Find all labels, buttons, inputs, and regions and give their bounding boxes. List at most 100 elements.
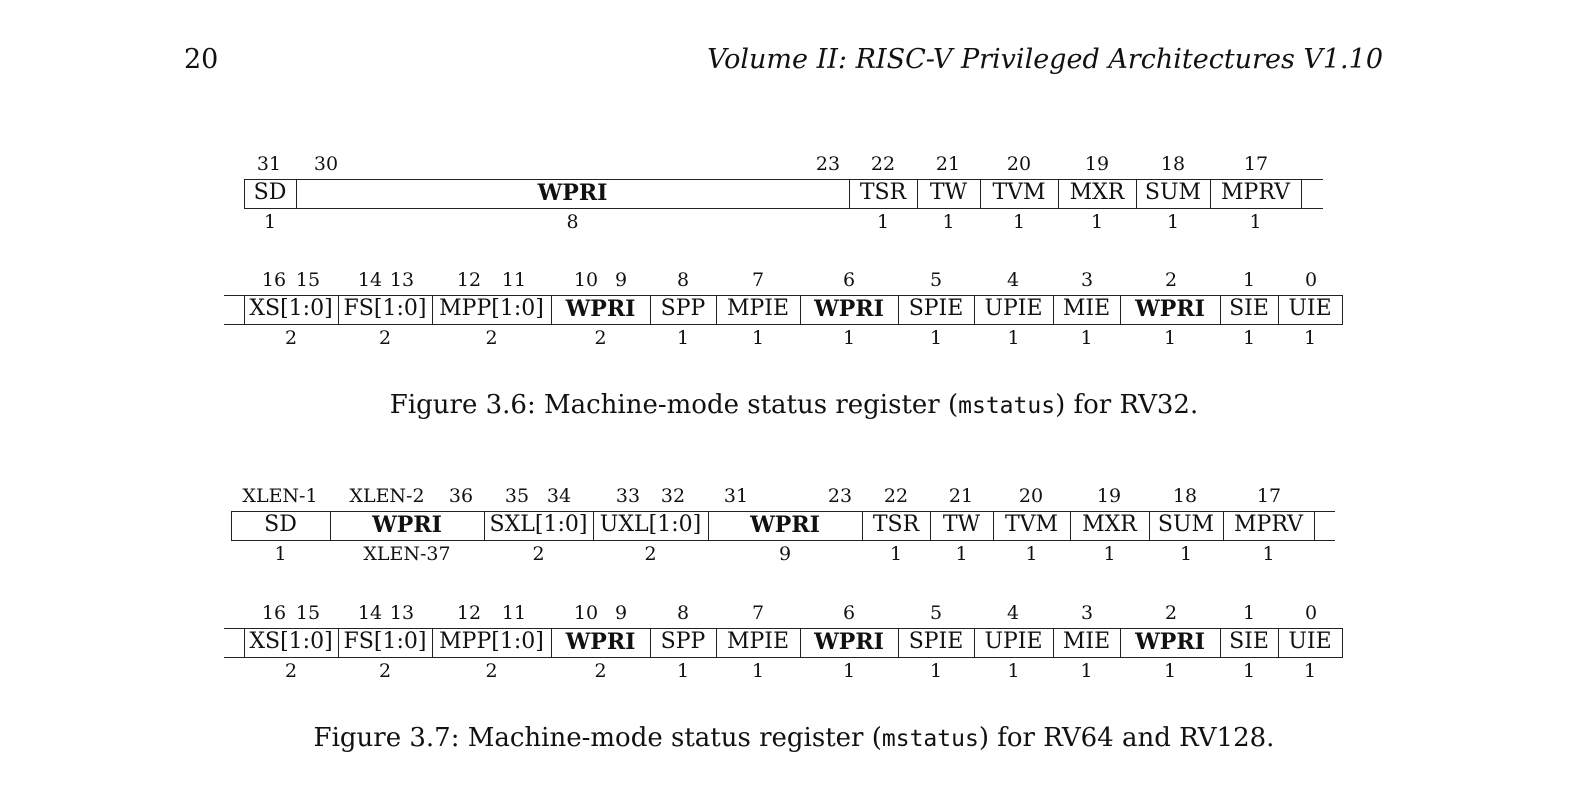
field-name: TVM (992, 180, 1046, 205)
field-divider (650, 295, 651, 325)
bit-number: 36 (448, 485, 474, 507)
field-width: 2 (378, 660, 392, 682)
field-divider (1058, 179, 1059, 209)
field-name: SIE (1229, 296, 1269, 321)
bit-number: 30 (313, 153, 339, 175)
field-divider (650, 628, 651, 658)
caption-text: Figure 3.6: Machine-mode status register… (389, 390, 959, 420)
field-width: 1 (1012, 211, 1026, 233)
field-divider (974, 628, 975, 658)
field-width: 2 (644, 543, 657, 565)
field-divider (1053, 295, 1054, 325)
field-name: SD (253, 180, 287, 205)
field-divider (993, 511, 994, 541)
field-divider (296, 179, 297, 209)
field-width: 1 (263, 211, 277, 233)
field-divider (1120, 628, 1121, 658)
bit-number: 7 (751, 602, 765, 624)
bit-number: 19 (1096, 485, 1122, 507)
field-name: WPRI (814, 629, 884, 655)
field-divider (898, 628, 899, 658)
bit-number: 21 (935, 153, 961, 175)
bit-number: 14 (357, 269, 383, 291)
field-width: 2 (594, 327, 607, 349)
field-name: SPIE (908, 296, 964, 321)
field-divider (244, 179, 245, 209)
field-divider (244, 628, 245, 658)
figure-3-7-caption: Figure 3.7: Machine-mode status register… (0, 723, 1588, 753)
bit-number: 22 (870, 153, 896, 175)
field-width: 2 (594, 660, 607, 682)
bit-number: 18 (1160, 153, 1186, 175)
field-name: TW (929, 180, 968, 205)
page-number: 20 (184, 44, 219, 75)
field-divider (1223, 511, 1224, 541)
bit-number: 20 (1018, 485, 1044, 507)
field-divider (1342, 295, 1343, 325)
field-name: SPIE (908, 629, 964, 654)
field-name: MPRV (1234, 512, 1303, 537)
field-name: UPIE (984, 296, 1043, 321)
field-divider (1278, 628, 1279, 658)
field-divider (338, 628, 339, 658)
field-divider (432, 628, 433, 658)
bit-number: 12 (456, 602, 482, 624)
field-name: SPP (660, 296, 706, 321)
bit-number: 17 (1243, 153, 1269, 175)
bit-number: 23 (827, 485, 853, 507)
field-width: 1 (1249, 211, 1262, 233)
field-width: 1 (1007, 660, 1020, 682)
bit-number: 7 (751, 269, 765, 291)
field-name: MPIE (726, 629, 790, 654)
field-divider (1149, 511, 1150, 541)
field-name: MPIE (726, 296, 790, 321)
field-name: SUM (1157, 512, 1215, 537)
field-width: 1 (1080, 660, 1093, 682)
field-name: MXR (1082, 512, 1137, 537)
field-name: WPRI (372, 512, 442, 538)
field-width: 9 (778, 543, 792, 565)
bit-number: 5 (929, 602, 943, 624)
bit-number: 34 (546, 485, 572, 507)
field-name: MPRV (1221, 180, 1290, 205)
bit-number: 16 (261, 602, 287, 624)
field-width: 1 (1025, 543, 1038, 565)
bit-number: 12 (456, 269, 482, 291)
field-name: WPRI (814, 296, 884, 322)
bit-number: 20 (1006, 153, 1032, 175)
bit-number: 18 (1172, 485, 1198, 507)
bit-number: 15 (295, 602, 321, 624)
field-width: 1 (942, 211, 955, 233)
field-name: WPRI (750, 512, 820, 538)
field-name: MPP[1:0] (439, 296, 544, 321)
field-divider (898, 295, 899, 325)
field-divider (231, 511, 232, 541)
bit-number: 13 (389, 602, 415, 624)
field-divider (862, 511, 863, 541)
field-name: UPIE (984, 629, 1043, 654)
field-width: 1 (876, 211, 890, 233)
bit-number: 2 (1164, 602, 1178, 624)
field-divider (1136, 179, 1137, 209)
field-width: 1 (955, 543, 968, 565)
bit-number: 11 (501, 269, 527, 291)
bit-number: 8 (676, 602, 690, 624)
register-row (231, 511, 1335, 541)
field-width: 1 (842, 327, 856, 349)
field-divider (484, 511, 485, 541)
field-width: 1 (1080, 327, 1093, 349)
bit-number: 31 (723, 485, 749, 507)
field-width: 1 (1242, 327, 1256, 349)
field-width: 1 (1163, 660, 1177, 682)
field-width: 1 (1166, 211, 1180, 233)
field-name: SIE (1229, 629, 1269, 654)
register-row (244, 179, 1323, 209)
bit-number: 0 (1304, 269, 1318, 291)
field-divider (330, 511, 331, 541)
bit-number: 14 (357, 602, 383, 624)
caption-text: ) for RV64 and RV128. (978, 723, 1275, 753)
bit-number: 16 (261, 269, 287, 291)
field-name: FS[1:0] (343, 629, 427, 654)
field-width: 2 (378, 327, 392, 349)
field-name: WPRI (537, 180, 608, 206)
